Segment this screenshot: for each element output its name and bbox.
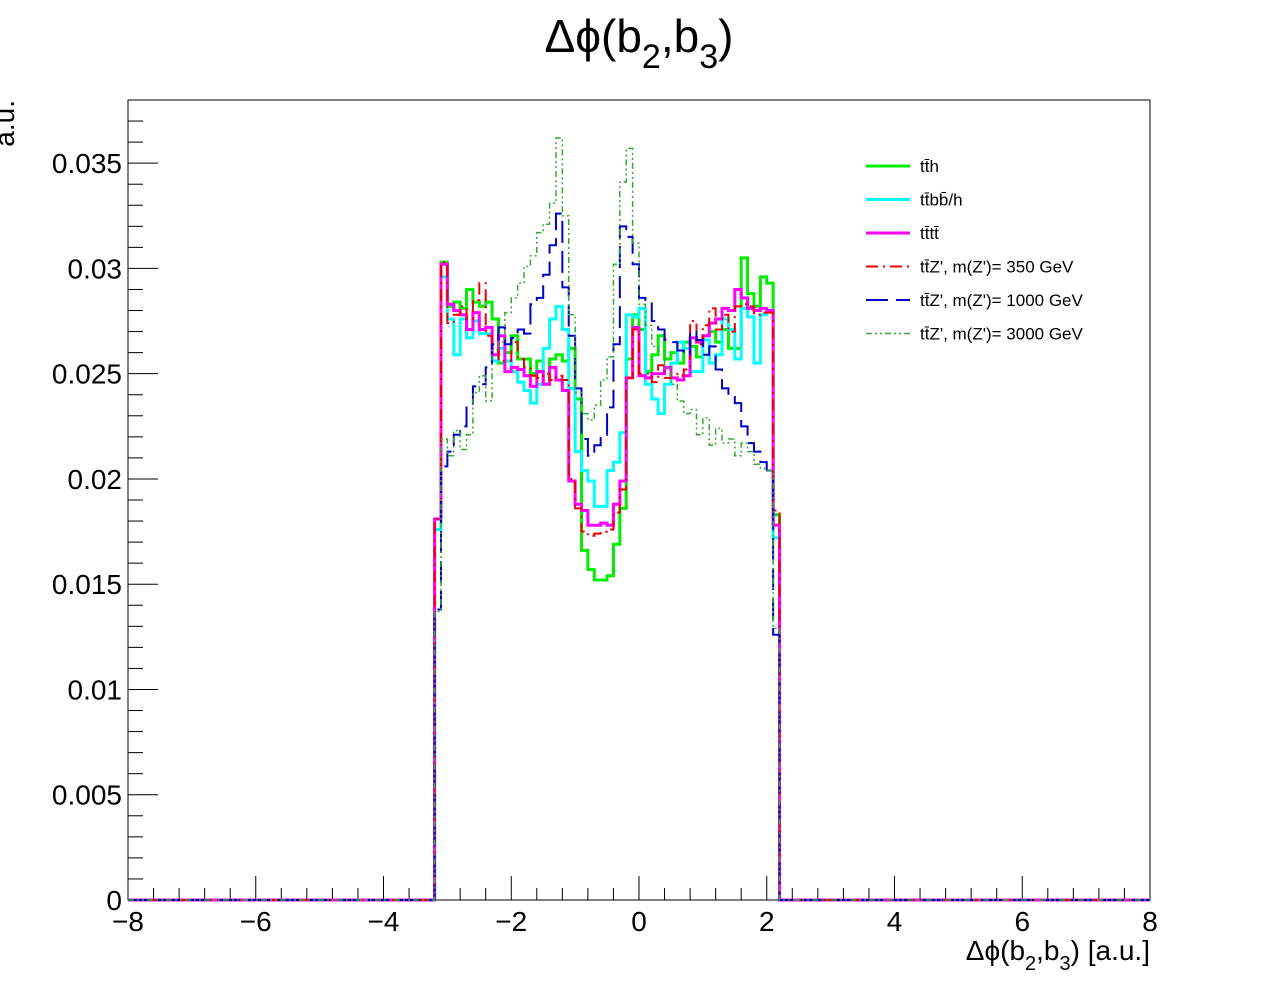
y-axis-title: a.u. [0, 100, 20, 147]
x-tick-label: −6 [240, 906, 272, 937]
y-tick-label: 0.035 [52, 148, 122, 179]
y-tick-label: 0.025 [52, 359, 122, 390]
x-axis-title: Δϕ(b2,b3) [a.u.] [966, 935, 1150, 975]
x-tick-label: 4 [887, 906, 903, 937]
series-layer [128, 137, 1150, 902]
x-tick-label: −4 [368, 906, 400, 937]
legend-label-5: tt̄Z', m(Z')= 1000 GeV [920, 291, 1084, 310]
y-tick-label: 0.015 [52, 569, 122, 600]
legend-label-2: tt̄bb̄/h [920, 191, 963, 210]
series-line-4 [128, 261, 1150, 901]
x-tick-label: −8 [112, 906, 144, 937]
series-line-3 [128, 262, 1150, 902]
y-tick-label: 0 [106, 885, 122, 916]
y-tick-label: 0.01 [68, 674, 123, 705]
chart-title: Δϕ(b2,b3) [545, 10, 734, 76]
y-tick-label: 0.03 [68, 253, 123, 284]
series-line-6 [128, 137, 1150, 901]
x-axis: −8 −6 −4 −2 0 2 4 6 8 [112, 876, 1158, 937]
y-tick-label: 0.02 [68, 464, 123, 495]
legend: tt̄h tt̄bb̄/h tt̄tt̄ tt̄Z', m(Z')= 350 GeV t… [866, 157, 1084, 344]
x-tick-label: 0 [631, 906, 647, 937]
x-tick-label: 2 [759, 906, 775, 937]
legend-label-6: tt̄Z', m(Z')= 3000 GeV [920, 325, 1084, 344]
x-tick-label: −2 [495, 906, 527, 937]
x-tick-label: 8 [1142, 906, 1158, 937]
x-tick-label: 6 [1014, 906, 1030, 937]
legend-label-1: tt̄h [920, 157, 939, 176]
legend-label-3: tt̄tt̄ [920, 224, 939, 243]
y-tick-label: 0.005 [52, 780, 122, 811]
legend-label-4: tt̄Z', m(Z')= 350 GeV [920, 258, 1074, 277]
series-line-5 [128, 212, 1150, 901]
